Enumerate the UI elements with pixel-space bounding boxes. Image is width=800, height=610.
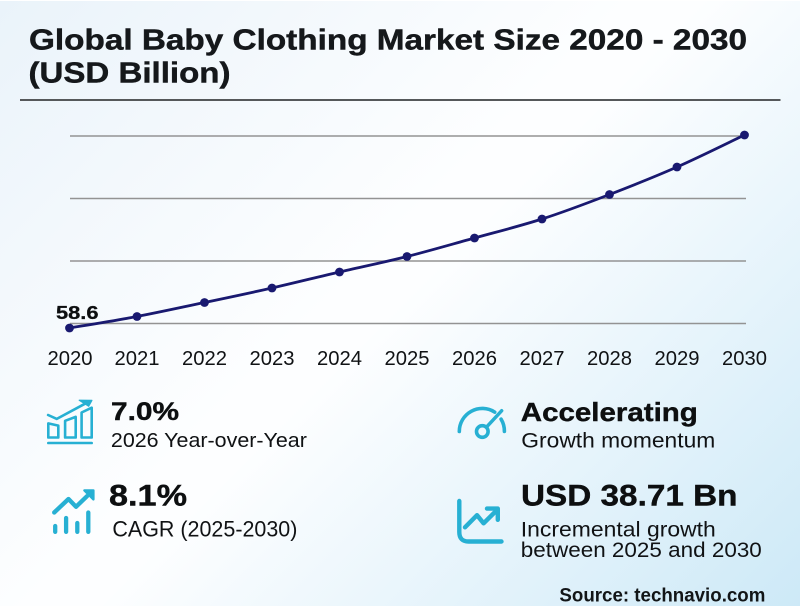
svg-text:CAGR (2025-2030): CAGR (2025-2030) — [112, 516, 297, 541]
svg-text:2028: 2028 — [587, 347, 632, 370]
svg-text:8.1%: 8.1% — [109, 480, 187, 513]
svg-text:2023: 2023 — [250, 347, 295, 370]
svg-text:2026 Year-over-Year: 2026 Year-over-Year — [111, 429, 307, 452]
svg-text:USD 38.71 Bn: USD 38.71 Bn — [521, 480, 738, 513]
svg-text:2020: 2020 — [48, 347, 93, 370]
svg-text:2021: 2021 — [115, 347, 160, 370]
svg-text:Source: technavio.com: Source: technavio.com — [559, 584, 765, 606]
svg-text:2025: 2025 — [385, 347, 430, 370]
svg-text:between 2025 and 2030: between 2025 and 2030 — [521, 538, 762, 562]
svg-text:2027: 2027 — [520, 347, 565, 370]
svg-text:Global Baby Clothing Market Si: Global Baby Clothing Market Size 2020 - … — [29, 25, 747, 57]
svg-text:(USD Billion): (USD Billion) — [29, 58, 231, 90]
svg-text:2029: 2029 — [655, 347, 700, 370]
svg-text:Accelerating: Accelerating — [521, 397, 698, 427]
svg-text:58.6: 58.6 — [56, 302, 99, 323]
svg-text:Growth momentum: Growth momentum — [521, 430, 715, 453]
svg-text:7.0%: 7.0% — [111, 398, 179, 426]
svg-text:Incremental growth: Incremental growth — [521, 517, 716, 541]
svg-text:2026: 2026 — [452, 347, 497, 370]
svg-text:2022: 2022 — [182, 347, 227, 370]
svg-text:2024: 2024 — [317, 347, 362, 370]
svg-text:2030: 2030 — [722, 347, 767, 370]
